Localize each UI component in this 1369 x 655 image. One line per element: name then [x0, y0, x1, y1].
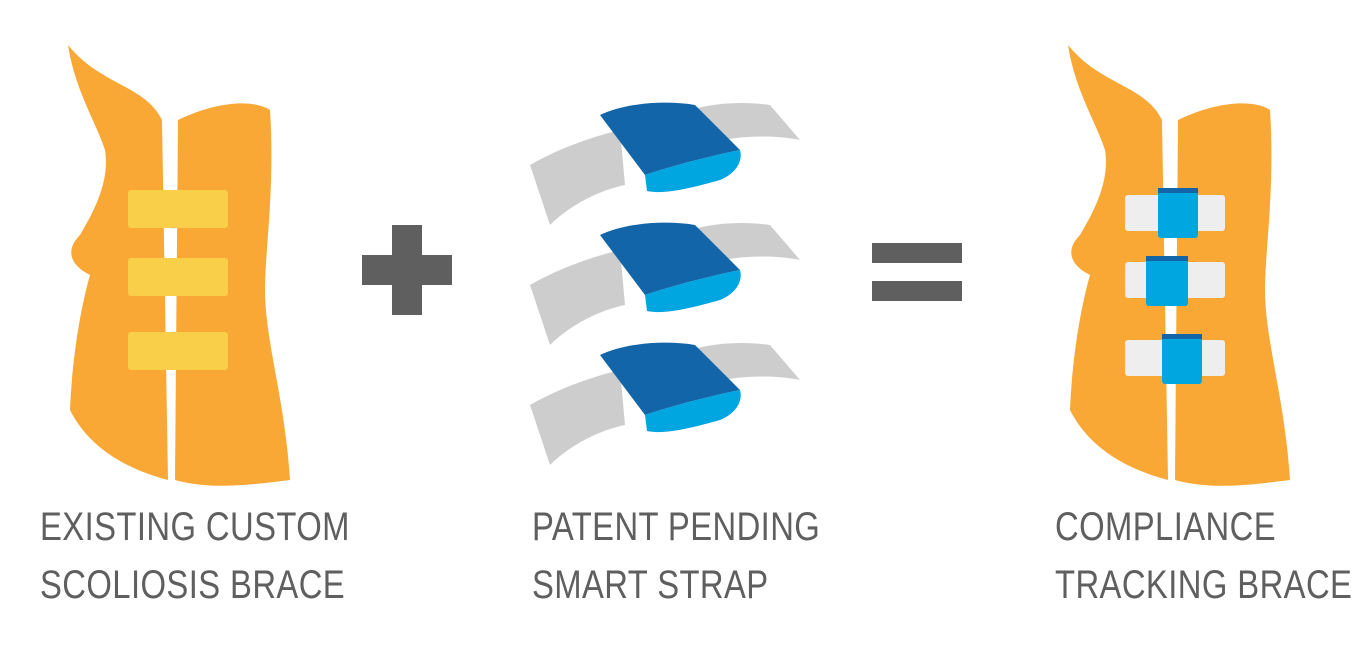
existing-brace-caption: EXISTING CUSTOM SCOLIOSIS BRACE — [40, 498, 350, 614]
equals-icon — [872, 243, 962, 301]
smart-strap-caption: PATENT PENDING SMART STRAP — [532, 498, 820, 614]
scoliosis-brace-icon — [68, 45, 290, 486]
brace-pad — [128, 190, 228, 228]
caption-line: EXISTING CUSTOM — [40, 505, 350, 549]
smart-strap-icon — [530, 102, 800, 465]
caption-line: SCOLIOSIS BRACE — [40, 563, 346, 607]
smart-clip — [1146, 256, 1188, 306]
compliance-brace-icon — [1068, 45, 1290, 486]
caption-line: COMPLIANCE — [1055, 505, 1276, 549]
brace-left-half — [68, 45, 168, 480]
clip-edge — [645, 150, 741, 193]
strap-band-left — [530, 130, 625, 225]
caption-line: SMART STRAP — [532, 563, 769, 607]
plus-icon — [362, 225, 452, 315]
clip-body — [600, 102, 740, 175]
tracking-brace-caption: COMPLIANCE TRACKING BRACE — [1055, 498, 1352, 614]
smart-clip — [1158, 188, 1198, 238]
caption-line: TRACKING BRACE — [1055, 563, 1353, 607]
brace-pad — [128, 332, 228, 370]
brace-pad — [128, 258, 228, 296]
caption-line: PATENT PENDING — [532, 505, 821, 549]
smart-clip — [1162, 334, 1202, 384]
